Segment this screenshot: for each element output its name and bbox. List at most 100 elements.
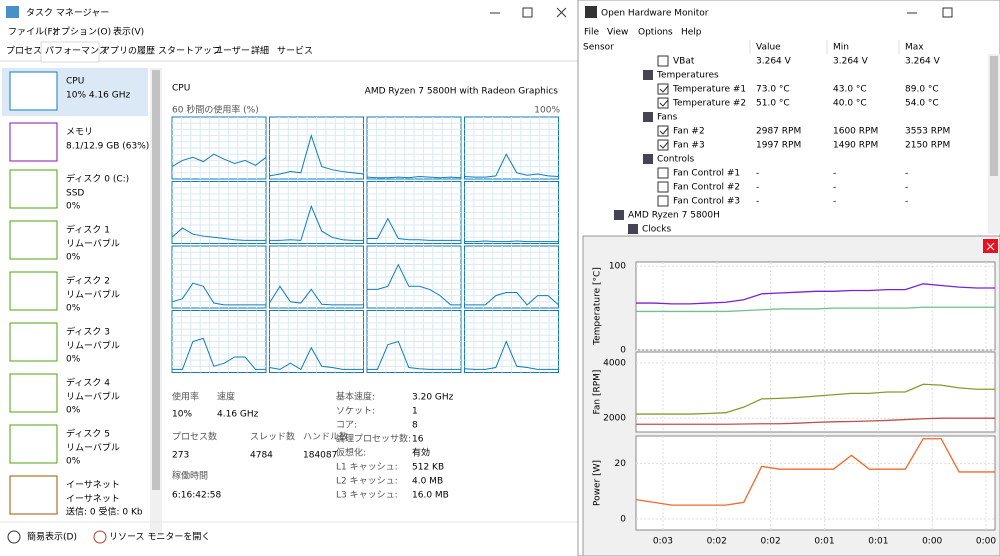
sensor-max: 3553 RPM <box>905 127 950 137</box>
core-line <box>464 153 559 178</box>
x-tick-label: 0:00 <box>976 537 996 547</box>
menu-item[interactable]: Help <box>681 28 702 38</box>
sidebar-detail[interactable]: 0% <box>66 202 81 212</box>
menu-item[interactable]: オプション(O) <box>52 27 111 38</box>
spec-label: L1 キャッシュ: <box>336 463 398 473</box>
sidebar-detail[interactable]: SSD <box>66 189 84 199</box>
plot-panel <box>635 351 996 433</box>
stat-value: 6:16:42:58 <box>172 491 221 501</box>
sidebar-name[interactable]: CPU <box>66 77 84 87</box>
group-name[interactable]: Fans <box>657 113 678 123</box>
group-icon <box>614 210 624 220</box>
tab[interactable]: パフォーマンス <box>45 46 108 57</box>
sidebar-thumbnail[interactable] <box>9 271 58 311</box>
collapse-icon[interactable] <box>7 530 21 544</box>
stat-label: スレッド数 <box>250 431 295 443</box>
sidebar-detail[interactable]: リムーバブル <box>66 442 120 454</box>
sensor-value: 73.0 °C <box>756 85 790 95</box>
sidebar-detail[interactable]: イーサネット <box>66 494 120 505</box>
sidebar-detail[interactable]: リムーバブル <box>66 289 120 301</box>
sidebar-detail[interactable]: 送信: 0 受信: 0 Kb <box>66 506 143 518</box>
sidebar-name[interactable]: ディスク 1 <box>66 224 110 236</box>
tab[interactable]: 詳細 <box>251 45 269 57</box>
checkbox[interactable] <box>657 125 669 137</box>
app-icon <box>6 6 19 18</box>
column-header[interactable]: Min <box>833 43 849 53</box>
sidebar-thumbnail[interactable] <box>9 424 58 464</box>
sidebar-detail[interactable]: 0% <box>66 304 81 314</box>
tab[interactable]: アプリの履歴 <box>101 46 155 57</box>
sidebar-detail[interactable]: 8.1/12.9 GB (63%) <box>66 142 149 152</box>
y-tick-label: 100 <box>609 262 626 272</box>
column-header[interactable]: Sensor <box>583 43 614 53</box>
core-line <box>367 263 461 306</box>
sidebar-detail[interactable]: リムーバブル <box>66 391 120 403</box>
sidebar-thumbnail[interactable] <box>9 322 58 362</box>
sensor-min: 40.0 °C <box>833 99 867 109</box>
column-header[interactable]: Max <box>905 43 924 53</box>
sidebar-thumbnail[interactable] <box>9 169 58 209</box>
checkbox[interactable] <box>657 97 669 109</box>
menu-item[interactable]: ファイル(F) <box>8 28 56 38</box>
sidebar-name[interactable]: ディスク 0 (C:) <box>66 173 129 185</box>
window-buttons[interactable] <box>490 7 567 18</box>
core-line <box>269 285 364 306</box>
menu-item[interactable]: File <box>584 28 600 38</box>
sidebar-detail[interactable]: リムーバブル <box>66 238 120 250</box>
column-header[interactable]: Value <box>756 43 781 53</box>
window-buttons[interactable] <box>907 7 953 18</box>
tab[interactable]: ユーザー <box>214 46 250 57</box>
sensor-name[interactable]: Temperature #2 <box>672 99 746 109</box>
tab[interactable]: サービス <box>277 46 313 57</box>
checkbox[interactable] <box>657 55 669 67</box>
sidebar-name[interactable]: メモリ <box>66 128 93 138</box>
sidebar-detail[interactable]: 0% <box>66 457 81 467</box>
simple-view-link[interactable]: 簡易表示(D) <box>27 531 77 543</box>
group-name[interactable]: Controls <box>657 155 695 165</box>
y-tick-label: 20 <box>615 459 627 469</box>
sensor-name[interactable]: Fan Control #2 <box>673 183 740 193</box>
group-name[interactable]: Temperatures <box>656 71 719 81</box>
sensor-name[interactable]: VBat <box>673 57 695 67</box>
scroll-thumb[interactable] <box>152 70 160 490</box>
tab[interactable]: スタートアップ <box>158 46 221 57</box>
checkbox[interactable] <box>657 139 669 151</box>
sidebar-thumbnail[interactable] <box>9 373 58 413</box>
active-tab[interactable] <box>40 41 100 63</box>
sidebar-thumbnail[interactable] <box>9 475 58 515</box>
sensor-name[interactable]: Fan Control #1 <box>673 169 740 179</box>
sidebar-detail[interactable]: リムーバブル <box>66 340 120 352</box>
checkbox[interactable] <box>657 181 669 193</box>
sensor-name[interactable]: Fan #2 <box>673 127 705 137</box>
menu-item[interactable]: View <box>607 28 628 38</box>
resource-monitor-link[interactable]: リソース モニターを開く <box>109 532 210 543</box>
stat-label: 速度 <box>217 391 235 403</box>
checkbox[interactable] <box>657 167 669 179</box>
sidebar-name[interactable]: ディスク 3 <box>66 326 110 338</box>
menu-item[interactable]: Options <box>638 28 673 38</box>
sidebar-name[interactable]: ディスク 2 <box>66 275 110 287</box>
scroll-thumb[interactable] <box>990 56 998 176</box>
sidebar-thumbnail[interactable] <box>9 71 58 111</box>
checkbox[interactable] <box>657 195 669 207</box>
sidebar-detail[interactable]: 0% <box>66 406 81 416</box>
sidebar-name[interactable]: ディスク 5 <box>66 428 110 440</box>
spec-value: 1 <box>412 407 418 417</box>
resource-monitor-icon[interactable] <box>93 530 107 544</box>
checkbox[interactable] <box>657 83 669 95</box>
sidebar-name[interactable]: ディスク 4 <box>66 377 110 389</box>
sensor-name[interactable]: Fan Control #3 <box>673 197 740 207</box>
tab[interactable]: プロセス <box>6 46 42 57</box>
sidebar-thumbnail[interactable] <box>9 122 58 162</box>
group-name[interactable]: Clocks <box>642 225 671 235</box>
group-name[interactable]: AMD Ryzen 7 5800H <box>628 211 720 221</box>
menu-item[interactable]: 表示(V) <box>113 26 144 38</box>
sidebar-detail[interactable]: 0% <box>66 355 81 365</box>
sidebar-name[interactable]: イーサネット <box>66 480 120 491</box>
sidebar-thumbnail[interactable] <box>9 220 58 260</box>
close-icon <box>986 242 995 251</box>
sensor-name[interactable]: Fan #3 <box>673 141 705 151</box>
sensor-name[interactable]: Temperature #1 <box>672 85 746 95</box>
sidebar-detail[interactable]: 10% 4.16 GHz <box>66 91 131 101</box>
sidebar-detail[interactable]: 0% <box>66 253 81 263</box>
